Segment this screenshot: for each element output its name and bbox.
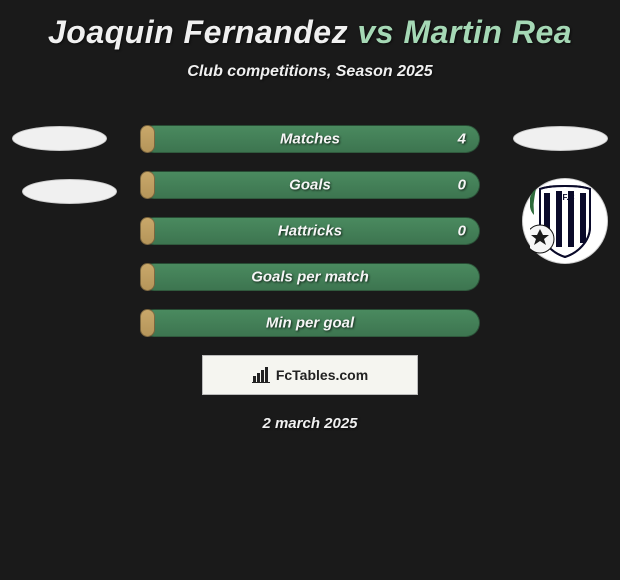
stat-label: Goals bbox=[140, 177, 480, 194]
player1-name: Joaquin Fernandez bbox=[48, 14, 348, 50]
player2-name: Martin Rea bbox=[403, 14, 572, 50]
club-logo: L.F.C bbox=[522, 178, 608, 264]
stat-row: Matches4 bbox=[140, 125, 480, 153]
comparison-title: Joaquin Fernandez vs Martin Rea bbox=[0, 0, 620, 51]
date-text: 2 march 2025 bbox=[0, 415, 620, 432]
stat-label: Hattricks bbox=[140, 223, 480, 240]
stat-value: 4 bbox=[458, 131, 466, 148]
stat-row: Hattricks0 bbox=[140, 217, 480, 245]
credit-badge: FcTables.com bbox=[202, 355, 418, 395]
vs-text: vs bbox=[357, 14, 394, 50]
stat-label: Min per goal bbox=[140, 315, 480, 332]
stat-row: Min per goal bbox=[140, 309, 480, 337]
credit-text: FcTables.com bbox=[276, 367, 368, 383]
stat-row: Goals0 bbox=[140, 171, 480, 199]
player2-badge-slot-1 bbox=[513, 126, 608, 151]
stat-label: Matches bbox=[140, 131, 480, 148]
stat-value: 0 bbox=[458, 223, 466, 240]
svg-text:L.F.C: L.F.C bbox=[555, 193, 574, 202]
chart-icon bbox=[252, 367, 270, 383]
player1-badge-slot-1 bbox=[12, 126, 107, 151]
club-crest-icon: L.F.C bbox=[530, 183, 600, 259]
player1-badge-slot-2 bbox=[22, 179, 117, 204]
subtitle: Club competitions, Season 2025 bbox=[0, 63, 620, 81]
stat-label: Goals per match bbox=[140, 269, 480, 286]
stat-value: 0 bbox=[458, 177, 466, 194]
stat-row: Goals per match bbox=[140, 263, 480, 291]
